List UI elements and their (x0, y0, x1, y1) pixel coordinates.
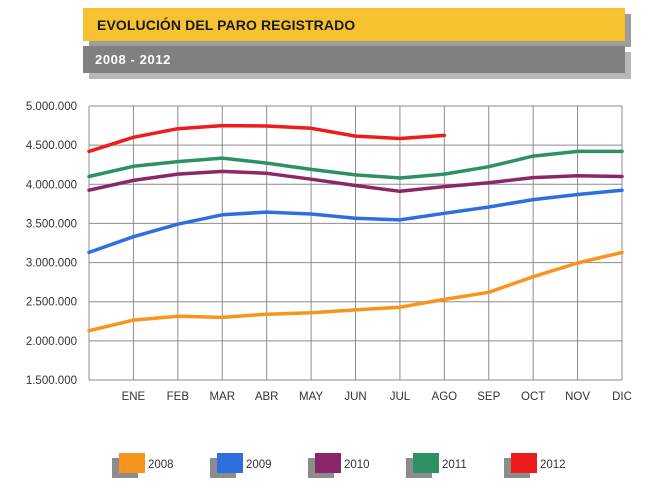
series-line-2011 (87, 149, 624, 180)
grid (88, 105, 623, 381)
x-tick-label: NOV (565, 391, 590, 403)
series-line-2009 (87, 188, 624, 255)
y-axis-ticks: 5.000.000 4.500.000 4.000.000 3.500.000 3.00… (26, 101, 77, 387)
chart-subtitle: 2008 - 2012 (95, 52, 171, 67)
x-tick-label: ABR (255, 391, 279, 403)
x-axis-ticks: ENE FEB MAR ABR MAY JUN JUL AGO SEP OCT NOV DIC (122, 391, 632, 403)
series-line-2008 (87, 250, 624, 333)
x-tick-label: MAY (299, 391, 323, 403)
legend-label: 2011 (442, 459, 467, 471)
line-chart: 5.000.000 4.500.000 4.000.000 3.500.000 3.00… (26, 101, 632, 403)
y-tick-label: 5.000.000 (26, 101, 77, 113)
legend-label: 2009 (246, 459, 272, 471)
series-lines (87, 123, 624, 333)
x-tick-label: JUN (344, 391, 366, 403)
legend-label: 2012 (540, 459, 566, 471)
y-tick-label: 4.000.000 (26, 179, 77, 191)
chart-title: EVOLUCIÓN DEL PARO REGISTRADO (97, 17, 356, 33)
x-tick-label: JUL (390, 391, 411, 403)
series-line-2012 (87, 123, 447, 154)
legend-swatch (315, 453, 341, 473)
y-tick-label: 4.500.000 (26, 140, 77, 152)
y-tick-label: 3.000.000 (26, 258, 77, 270)
title-bar: EVOLUCIÓN DEL PARO REGISTRADO (83, 8, 625, 41)
x-tick-label: DIC (612, 391, 632, 403)
x-tick-label: FEB (167, 391, 190, 403)
legend-swatch (217, 453, 243, 473)
subtitle-bar: 2008 - 2012 (83, 46, 625, 73)
x-tick-label: OCT (521, 391, 545, 403)
x-tick-label: ENE (122, 391, 146, 403)
legend-swatch (413, 453, 439, 473)
legend-label: 2008 (148, 459, 174, 471)
x-tick-label: AGO (432, 391, 458, 403)
y-tick-label: 3.500.000 (26, 218, 77, 230)
y-tick-label: 2.500.000 (26, 297, 77, 309)
legend: 2008 2009 2010 2011 2012 (0, 445, 650, 490)
y-tick-label: 1.500.000 (26, 375, 77, 387)
series-line-2010 (87, 169, 624, 194)
x-tick-label: MAR (209, 391, 235, 403)
legend-label: 2010 (344, 459, 370, 471)
y-tick-label: 2.000.000 (26, 336, 77, 348)
legend-swatch (511, 453, 537, 473)
legend-swatch (119, 453, 145, 473)
x-tick-label: SEP (477, 391, 500, 403)
